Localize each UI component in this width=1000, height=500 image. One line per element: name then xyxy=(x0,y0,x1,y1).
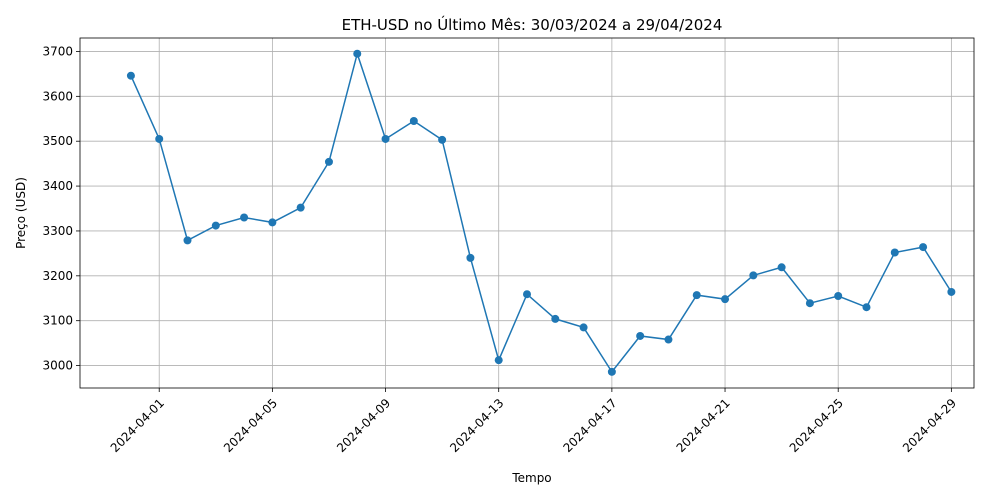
y-tick-label: 3100 xyxy=(42,314,73,328)
data-point xyxy=(523,290,531,299)
data-point xyxy=(834,292,843,301)
y-tick-label: 3300 xyxy=(42,224,73,238)
data-point xyxy=(183,236,192,245)
data-point xyxy=(607,367,616,376)
data-point xyxy=(494,356,503,365)
y-axis-label: Preço (USD) xyxy=(14,177,28,249)
y-tick-label: 3000 xyxy=(42,359,73,373)
data-point xyxy=(381,134,390,143)
plot-frame xyxy=(79,37,975,389)
chart-title: ETH-USD no Último Mês: 30/03/2024 a 29/0… xyxy=(342,15,723,34)
data-point xyxy=(409,117,418,126)
data-point xyxy=(805,299,814,308)
y-axis-ticks: 3000 3100 3200 3300 3400 3500 3600 3700 xyxy=(42,44,80,373)
grid xyxy=(80,38,974,388)
data-point xyxy=(240,213,249,222)
data-point xyxy=(551,314,560,323)
data-point xyxy=(466,253,475,262)
data-point xyxy=(777,263,786,272)
data-point xyxy=(296,203,305,212)
data-point xyxy=(947,287,956,296)
data-point xyxy=(126,71,135,80)
series-line xyxy=(130,51,953,374)
data-point xyxy=(155,134,164,143)
data-point xyxy=(636,331,645,340)
data-point xyxy=(749,271,758,280)
series-eth-usd xyxy=(126,49,956,376)
y-tick-label: 3600 xyxy=(42,89,73,103)
data-point xyxy=(721,295,730,304)
data-point xyxy=(438,135,447,144)
data-point xyxy=(268,218,277,227)
y-tick-label: 3700 xyxy=(42,44,73,58)
data-point xyxy=(890,248,899,257)
data-point xyxy=(324,157,333,166)
data-point xyxy=(919,243,928,252)
y-tick-label: 3500 xyxy=(42,134,73,148)
data-point xyxy=(211,221,220,230)
y-tick-label: 3400 xyxy=(42,179,73,193)
data-point xyxy=(692,291,701,300)
data-point xyxy=(664,335,673,344)
x-axis-label: Tempo xyxy=(511,471,551,485)
data-point xyxy=(862,303,871,312)
y-tick-label: 3200 xyxy=(42,269,73,283)
data-point xyxy=(579,323,588,332)
data-point xyxy=(353,49,362,58)
